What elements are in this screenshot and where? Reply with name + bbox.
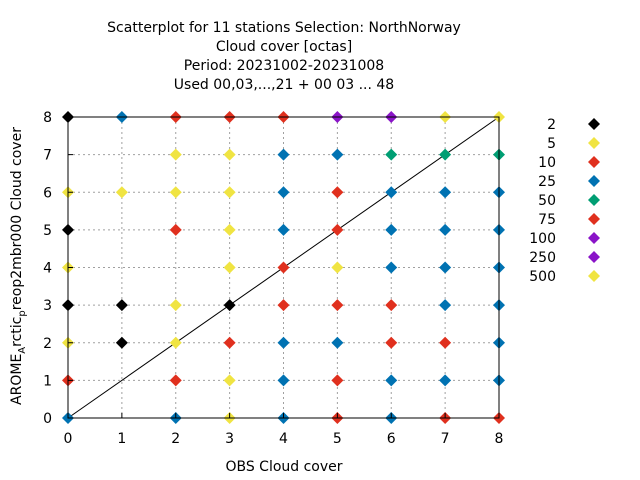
legend-label: 10: [538, 155, 556, 171]
data-point-marker: [223, 336, 236, 349]
title-line-4: Used 00,03,...,21 + 00 03 ... 48: [174, 77, 394, 93]
data-point-marker: [439, 261, 452, 274]
y-label-tail: reop2mbr000 Cloud cover: [9, 127, 25, 310]
data-point-marker: [331, 336, 344, 349]
data-point-marker: [169, 148, 182, 161]
data-point-marker: [277, 223, 290, 236]
y-tick-label: 8: [43, 110, 52, 126]
legend-marker: [588, 175, 600, 187]
x-tick-label: 2: [171, 431, 180, 447]
x-tick-label: 7: [441, 431, 450, 447]
y-tick-label: 0: [43, 411, 52, 427]
data-point-marker: [115, 186, 128, 199]
data-point-marker: [385, 374, 398, 387]
legend-marker: [588, 270, 600, 282]
y-axis-label: AROMEArcticpreop2mbr000 Cloud cover: [9, 127, 28, 405]
data-point-marker: [331, 374, 344, 387]
data-point-marker: [331, 299, 344, 312]
data-point-marker: [277, 374, 290, 387]
data-point-marker: [223, 223, 236, 236]
data-point-marker: [115, 336, 128, 349]
data-point-marker: [439, 336, 452, 349]
legend-marker: [588, 137, 600, 149]
data-point-marker: [439, 223, 452, 236]
legend-label: 25: [538, 174, 556, 190]
legend-label: 500: [529, 269, 556, 285]
data-point-marker: [331, 186, 344, 199]
legend-marker: [588, 213, 600, 225]
y-label-mid: rctic: [9, 317, 25, 347]
data-point-marker: [385, 299, 398, 312]
data-point-marker: [439, 374, 452, 387]
legend-marker: [588, 251, 600, 263]
x-tick-label: 8: [495, 431, 504, 447]
data-point-marker: [223, 148, 236, 161]
y-tick-label: 5: [43, 223, 52, 239]
data-point-marker: [115, 299, 128, 312]
data-point-marker: [385, 186, 398, 199]
legend-marker: [588, 118, 600, 130]
x-tick-label: 6: [387, 431, 396, 447]
data-point-marker: [277, 148, 290, 161]
legend-marker: [588, 156, 600, 168]
data-point-marker: [331, 223, 344, 236]
data-point-marker: [223, 299, 236, 312]
legend-marker: [588, 232, 600, 244]
chart-title: Scatterplot for 11 stations Selection: N…: [107, 20, 461, 93]
data-point-marker: [169, 374, 182, 387]
y-tick-labels: 0 1 2 3 4 5 6 7 8: [43, 110, 73, 427]
data-point-marker: [277, 261, 290, 274]
x-tick-label: 0: [64, 431, 73, 447]
data-point-marker: [439, 148, 452, 161]
data-point-marker: [169, 299, 182, 312]
title-line-1: Scatterplot for 11 stations Selection: N…: [107, 20, 461, 36]
legend-label: 2: [547, 117, 556, 133]
x-tick-label: 1: [117, 431, 126, 447]
data-point-marker: [277, 299, 290, 312]
y-tick-label: 3: [43, 298, 52, 314]
legend-label: 50: [538, 193, 556, 209]
title-line-2: Cloud cover [octas]: [216, 39, 352, 55]
data-point-marker: [277, 336, 290, 349]
legend-label: 75: [538, 212, 556, 228]
y-tick-label: 2: [43, 336, 52, 352]
data-point-marker: [385, 336, 398, 349]
x-tick-label: 5: [333, 431, 342, 447]
legend-marker: [588, 194, 600, 206]
data-point-marker: [385, 148, 398, 161]
data-point-marker: [169, 186, 182, 199]
data-point-marker: [439, 186, 452, 199]
x-tick-label: 4: [279, 431, 288, 447]
y-tick-label: 6: [43, 185, 52, 201]
data-point-marker: [169, 223, 182, 236]
x-tick-label: 3: [225, 431, 234, 447]
y-tick-label: 4: [43, 261, 52, 277]
y-tick-label: 1: [43, 373, 52, 389]
data-point-marker: [223, 374, 236, 387]
y-label-main: AROME: [9, 354, 25, 405]
title-line-3: Period: 20231002-20231008: [184, 58, 384, 74]
y-tick-label: 7: [43, 148, 52, 164]
data-point-marker: [223, 261, 236, 274]
x-axis-label: OBS Cloud cover: [225, 459, 342, 475]
legend-label: 250: [529, 250, 556, 266]
y-label-sub1: A: [17, 347, 28, 354]
data-point-marker: [223, 186, 236, 199]
x-tick-labels: 0 1 2 3 4 5 6 7 8: [64, 413, 504, 447]
legend-label: 100: [529, 231, 556, 247]
data-point-marker: [385, 261, 398, 274]
data-point-marker: [331, 261, 344, 274]
y-label-sub2: p: [17, 310, 28, 316]
data-point-marker: [169, 336, 182, 349]
data-point-marker: [385, 223, 398, 236]
data-point-marker: [277, 186, 290, 199]
data-point-marker: [331, 148, 344, 161]
legend-label: 5: [547, 136, 556, 152]
data-point-marker: [439, 299, 452, 312]
